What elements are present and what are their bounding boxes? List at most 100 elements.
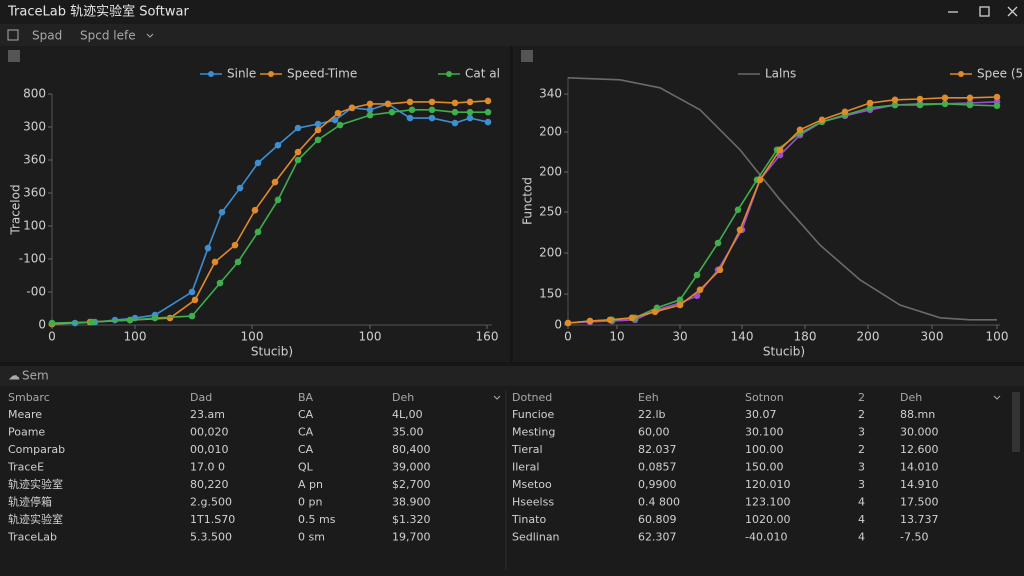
data-point [564, 319, 572, 327]
data-point [406, 98, 414, 106]
legend-marker [958, 71, 964, 77]
table-cell: 30.100 [745, 426, 784, 439]
data-point [776, 146, 784, 154]
series-line [567, 77, 997, 321]
table-cell: $1.320 [392, 513, 431, 526]
table-cell: CA [298, 408, 314, 421]
table-cell: 30.000 [900, 426, 939, 439]
table-cell: 0.0857 [638, 461, 677, 474]
data-point [651, 308, 659, 316]
legend-label: Lalns [765, 67, 796, 81]
y-axis-label: Tracelod [9, 184, 23, 235]
table-cell: 1T1.S70 [190, 513, 235, 526]
table-cell: QL [298, 461, 314, 474]
data-point [274, 196, 282, 204]
data-point [676, 296, 684, 304]
column-menu[interactable] [493, 395, 501, 400]
table-cell: Poame [8, 426, 45, 439]
close-button[interactable] [1007, 6, 1018, 17]
data-point [466, 98, 474, 106]
data-point [484, 97, 492, 105]
legend-marker [208, 71, 214, 77]
toolbar-tab[interactable]: Spad [32, 29, 62, 43]
table-cell: 2 [858, 443, 865, 456]
table-cell: 12.600 [900, 443, 939, 456]
data-point [234, 258, 242, 266]
data-point [204, 244, 212, 252]
toolbar-tab[interactable]: Spcd lefe [80, 29, 136, 43]
data-point [314, 120, 322, 128]
data-point [314, 136, 322, 144]
data-point [841, 108, 849, 116]
table-cell: 4 [858, 496, 865, 509]
column-header: 2 [858, 391, 865, 404]
chart-panel [513, 46, 1024, 362]
data-point [348, 104, 356, 112]
table-cell: 100.00 [745, 443, 784, 456]
table-cell: 0.4 800 [638, 496, 680, 509]
data-point [188, 288, 196, 296]
table-cell: A pn [298, 478, 323, 491]
data-point [451, 108, 459, 116]
table-cell: -7.50 [900, 531, 928, 544]
data-point [428, 98, 436, 106]
table-cell: 19,700 [392, 531, 431, 544]
column-menu[interactable] [993, 395, 1001, 400]
data-point [716, 266, 724, 274]
data-point [916, 95, 924, 103]
table-cell: 4 [858, 513, 865, 526]
data-point [484, 118, 492, 126]
table-cell: 23.am [190, 408, 225, 421]
table-cell: Msetoo [512, 478, 552, 491]
data-point [866, 104, 874, 112]
data-point [428, 114, 436, 122]
table-cell: 30.07 [745, 408, 777, 421]
dropdown-arrow[interactable] [146, 33, 154, 38]
table-cell: 4L,00 [392, 408, 423, 421]
data-point [586, 317, 594, 325]
table-cell: Ileral [512, 461, 539, 474]
legend-marker [268, 71, 274, 77]
maximize-button[interactable] [979, 6, 990, 17]
data-point [966, 94, 974, 102]
data-point [331, 116, 339, 124]
data-point [796, 126, 804, 134]
scrollbar[interactable] [1012, 392, 1020, 452]
x-tick-label: 100 [359, 330, 382, 344]
data-point [818, 116, 826, 124]
table-cell: 3 [858, 478, 865, 491]
table-cell: 轨迹实验室 [8, 477, 63, 491]
data-point [993, 102, 1001, 110]
table-cell: TraceLab [7, 531, 57, 544]
x-tick-label: 10 [609, 330, 624, 344]
data-point [251, 206, 259, 214]
legend-marker [446, 71, 452, 77]
panel-icon[interactable] [521, 50, 533, 62]
table-cell: CA [298, 443, 314, 456]
table-cell: 17.500 [900, 496, 939, 509]
table-cell: 39,000 [392, 461, 431, 474]
table-cell: 123.100 [745, 496, 791, 509]
data-point [366, 111, 374, 119]
y-tick-label: 150 [539, 287, 562, 301]
table-cell: Meare [8, 408, 42, 421]
x-tick-label: 140 [731, 330, 754, 344]
x-tick-label: 100 [124, 330, 147, 344]
series-line [567, 101, 998, 324]
column-header: Smbarc [8, 391, 50, 404]
data-point [254, 228, 262, 236]
toolbar-icon[interactable] [7, 29, 19, 41]
table-cell: Tinato [511, 513, 546, 526]
x-axis-label: Stucib) [251, 345, 293, 359]
table-panel-title[interactable]: Sem [22, 369, 49, 383]
table-cell: 3 [858, 426, 865, 439]
x-tick-label: 180 [794, 330, 817, 344]
column-header: Dotned [512, 391, 552, 404]
panel-icon[interactable] [8, 50, 20, 62]
data-point [941, 100, 949, 108]
x-tick-label: 160 [476, 330, 499, 344]
x-tick-label: 200 [857, 330, 880, 344]
table-cell: 88.mn [900, 408, 935, 421]
table-cell: 1020.00 [745, 513, 791, 526]
chart-panel [0, 46, 510, 362]
